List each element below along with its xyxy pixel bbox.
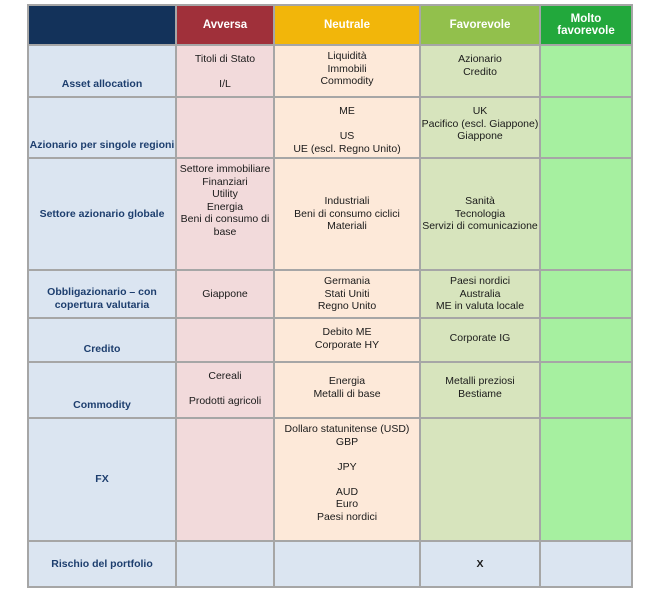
cell-favorevole: UK Pacifico (escl. Giappone) Giappone — [421, 105, 539, 142]
row-label: Commodity — [29, 363, 175, 417]
cell-favorevole: Corporate IG — [449, 332, 511, 344]
cell-favorevole: Sanità Tecnologia Servizi di comunicazio… — [422, 195, 538, 233]
row-label: Settore azionario globale — [29, 159, 175, 269]
row-label: Rischio del portfolio — [29, 542, 175, 586]
cell-favorevole — [421, 419, 539, 426]
cell-avversa: Titoli di Stato I/L — [194, 53, 256, 90]
cell-neutrale: Liquidità Immobili Commodity — [320, 50, 374, 87]
cell-avversa: Giappone — [202, 287, 248, 300]
cell-avversa: Settore immobiliare Finanziari Utility E… — [179, 163, 271, 238]
cell-molto-favorevole — [541, 419, 631, 426]
cell-molto-favorevole — [541, 363, 631, 370]
allocation-table: Avversa Neutrale Favorevole Molto favore… — [27, 4, 633, 588]
cell-neutrale: Germania Stati Uniti Regno Unito — [317, 275, 377, 312]
row-label: Obbligazionario – con copertura valutari… — [29, 271, 175, 317]
table-row: Obbligazionario – con copertura valutari… — [29, 271, 631, 317]
cell-favorevole-marker: X — [421, 542, 539, 586]
cell-molto-favorevole — [541, 98, 631, 105]
cell-avversa — [177, 419, 273, 426]
cell-molto-favorevole — [541, 159, 631, 166]
table-row: FX Dollaro statunitense (USD) GBP JPY AU… — [29, 419, 631, 540]
header-favorevole: Favorevole — [421, 6, 539, 44]
table-row: Credito Debito ME Corporate HY Corporate… — [29, 319, 631, 361]
cell-favorevole: Metalli preziosi Bestiame — [445, 375, 515, 400]
cell-neutrale: Industriali Beni di consumo ciclici Mate… — [294, 195, 400, 233]
header-row: Avversa Neutrale Favorevole Molto favore… — [29, 6, 631, 44]
cell-molto-favorevole — [541, 319, 631, 326]
cell-molto-favorevole — [541, 271, 631, 278]
cell-avversa — [177, 542, 273, 586]
table-row: Asset allocation Titoli di Stato I/L Liq… — [29, 46, 631, 96]
header-avversa: Avversa — [177, 6, 273, 44]
table-row: Rischio del portfolio X — [29, 542, 631, 586]
cell-favorevole: Paesi nordici Australia ME in valuta loc… — [435, 275, 525, 312]
cell-avversa: Cereali Prodotti agricoli — [188, 370, 262, 407]
cell-neutrale — [275, 542, 419, 586]
row-label: FX — [29, 419, 175, 540]
cell-avversa — [177, 319, 273, 326]
cell-neutrale: Energia Metalli di base — [313, 375, 381, 400]
row-label: Azionario per singole regioni — [29, 98, 175, 157]
cell-neutrale: Debito ME Corporate HY — [314, 326, 380, 351]
cell-molto-favorevole — [541, 542, 631, 586]
header-molto-favorevole: Molto favorevole — [541, 6, 631, 44]
table-row: Settore azionario globale Settore immobi… — [29, 159, 631, 269]
header-corner — [29, 6, 175, 44]
cell-favorevole: Azionario Credito — [458, 53, 502, 78]
cell-neutrale: ME US UE (escl. Regno Unito) — [293, 105, 401, 155]
row-label: Credito — [29, 319, 175, 361]
cell-molto-favorevole — [541, 46, 631, 53]
table-row: Commodity Cereali Prodotti agricoli Ener… — [29, 363, 631, 417]
row-label: Asset allocation — [29, 46, 175, 96]
header-neutrale: Neutrale — [275, 6, 419, 44]
cell-avversa — [177, 98, 273, 105]
cell-neutrale: Dollaro statunitense (USD) GBP JPY AUD E… — [284, 423, 410, 523]
table-row: Azionario per singole regioni ME US UE (… — [29, 98, 631, 157]
